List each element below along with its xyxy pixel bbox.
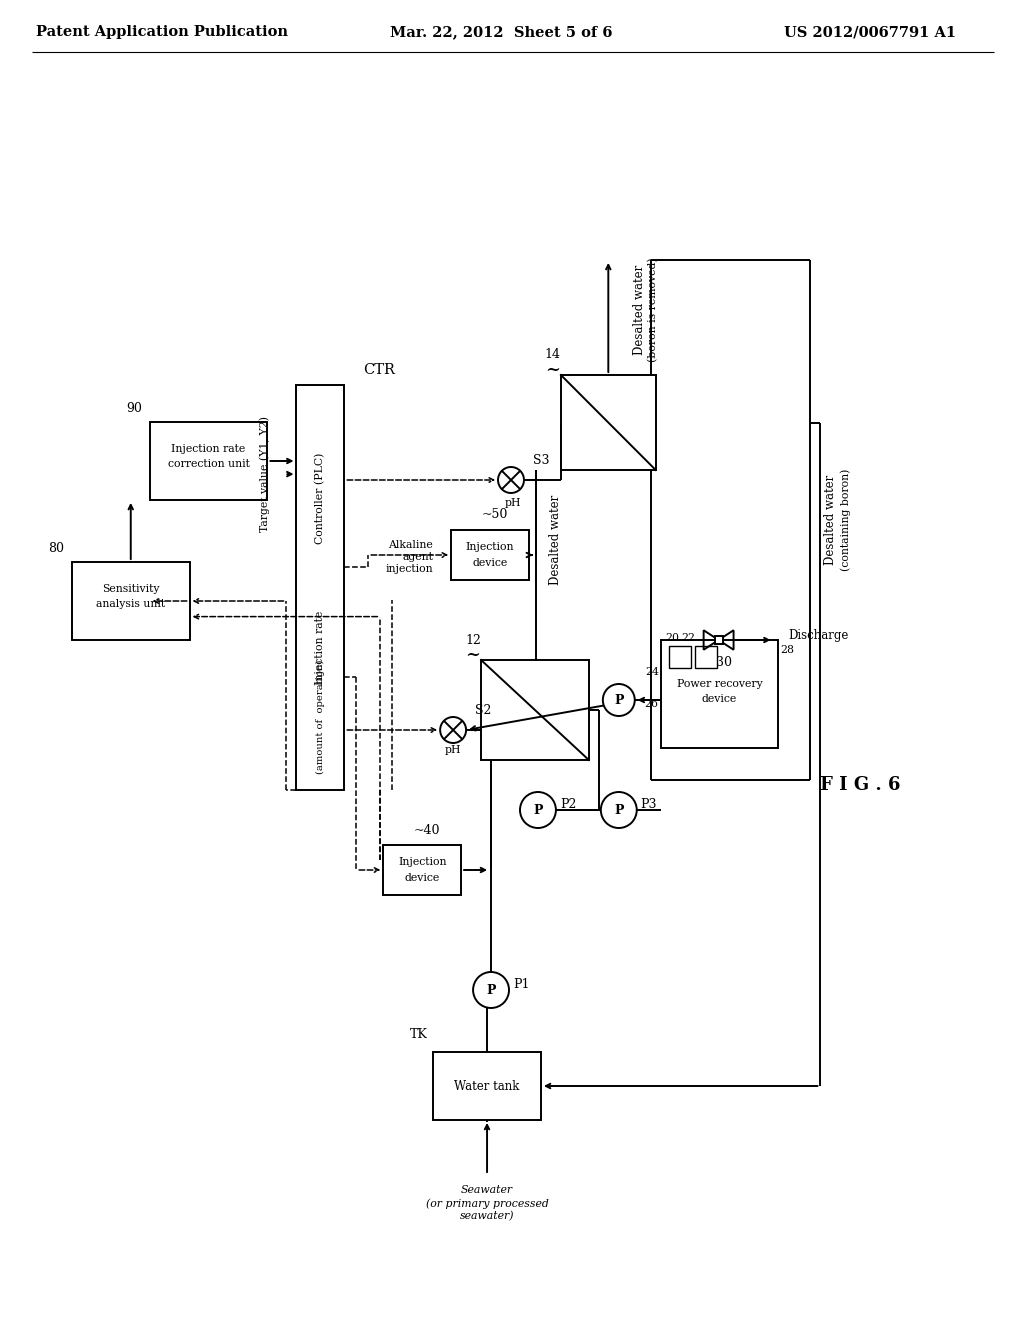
Text: (boron is removed): (boron is removed) (648, 257, 658, 362)
Circle shape (498, 467, 524, 492)
Bar (481, 660, 589, 760)
Text: Power recovery: Power recovery (677, 678, 763, 689)
Text: (containing boron): (containing boron) (840, 469, 851, 572)
Bar (150, 422, 267, 500)
Text: 90: 90 (126, 401, 141, 414)
Text: Sensitivity: Sensitivity (102, 583, 160, 594)
Text: P: P (614, 693, 624, 706)
Text: correction unit: correction unit (168, 459, 250, 469)
Text: ~40: ~40 (414, 824, 440, 837)
Bar (715, 636, 723, 644)
Text: Desalted water: Desalted water (549, 495, 562, 585)
Bar (433, 1052, 541, 1119)
Text: 12: 12 (465, 634, 481, 647)
Text: Seawater: Seawater (461, 1185, 513, 1195)
Text: Desalted water: Desalted water (633, 265, 646, 355)
Text: ~: ~ (466, 645, 480, 664)
Text: (or primary processed: (or primary processed (426, 1199, 549, 1209)
Circle shape (440, 717, 466, 743)
Text: 20: 20 (666, 634, 680, 643)
Text: Mar. 22, 2012  Sheet 5 of 6: Mar. 22, 2012 Sheet 5 of 6 (390, 25, 612, 40)
Text: TK: TK (411, 1027, 428, 1040)
Bar (383, 845, 461, 895)
Text: Patent Application Publication: Patent Application Publication (36, 25, 288, 40)
Text: P3: P3 (641, 799, 657, 812)
Text: US 2012/0067791 A1: US 2012/0067791 A1 (784, 25, 956, 40)
Text: 14: 14 (545, 348, 561, 362)
Text: device: device (702, 694, 737, 704)
Text: injection: injection (385, 564, 433, 574)
Text: P: P (614, 804, 624, 817)
Text: S2: S2 (475, 704, 492, 717)
Bar (72, 562, 189, 640)
Text: P: P (486, 983, 496, 997)
Text: Injection rate: Injection rate (171, 444, 246, 454)
Text: Water tank: Water tank (455, 1080, 520, 1093)
Bar (296, 385, 344, 789)
Text: S3: S3 (532, 454, 550, 466)
Text: seawater): seawater) (460, 1210, 514, 1221)
Text: 26: 26 (645, 700, 658, 709)
Text: P2: P2 (560, 799, 577, 812)
Bar (669, 645, 690, 668)
Bar (660, 640, 778, 748)
Text: Injection: Injection (398, 857, 446, 867)
Text: ~50: ~50 (482, 507, 508, 520)
Circle shape (603, 684, 635, 715)
Circle shape (520, 792, 556, 828)
Text: CTR: CTR (364, 363, 395, 378)
Text: pH: pH (444, 744, 462, 755)
Bar (452, 531, 529, 579)
Text: 28: 28 (780, 645, 795, 655)
Text: Alkaline: Alkaline (388, 540, 433, 550)
Text: device: device (404, 873, 439, 883)
Text: Injection rate: Injection rate (315, 611, 326, 685)
Text: Injection: Injection (466, 543, 514, 552)
Text: Target value (Y1, Y2): Target value (Y1, Y2) (259, 416, 269, 532)
Bar (694, 645, 717, 668)
Text: (amount of  operation): (amount of operation) (315, 660, 325, 775)
Text: analysis unit: analysis unit (96, 599, 165, 609)
Text: 22: 22 (682, 634, 695, 643)
Circle shape (601, 792, 637, 828)
Text: 80: 80 (48, 541, 63, 554)
Circle shape (473, 972, 509, 1008)
Text: pH: pH (505, 498, 521, 508)
Text: agent: agent (402, 552, 433, 562)
Text: 24: 24 (645, 667, 658, 677)
Text: P1: P1 (513, 978, 529, 991)
Text: Discharge: Discharge (788, 628, 849, 642)
Text: 30: 30 (716, 656, 731, 668)
Text: P: P (534, 804, 543, 817)
Text: Desalted water: Desalted water (824, 475, 837, 565)
Text: F I G . 6: F I G . 6 (820, 776, 900, 795)
Text: Controller (PLC): Controller (PLC) (315, 453, 326, 544)
Bar (561, 375, 655, 470)
Text: ~: ~ (546, 360, 560, 379)
Text: device: device (472, 558, 508, 568)
